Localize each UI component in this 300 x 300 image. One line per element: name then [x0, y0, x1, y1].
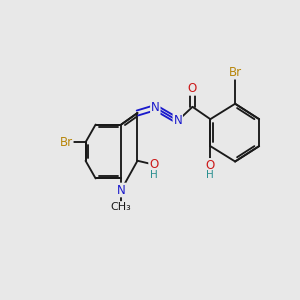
- Text: Br: Br: [60, 136, 73, 149]
- Text: H: H: [206, 170, 214, 180]
- Text: O: O: [149, 158, 158, 171]
- Text: CH₃: CH₃: [111, 202, 132, 212]
- Text: O: O: [206, 159, 215, 172]
- Text: O: O: [188, 82, 197, 95]
- Text: H: H: [150, 169, 158, 180]
- Text: N: N: [151, 101, 160, 114]
- Text: N: N: [173, 114, 182, 127]
- Text: N: N: [117, 184, 126, 196]
- Text: Br: Br: [229, 66, 242, 79]
